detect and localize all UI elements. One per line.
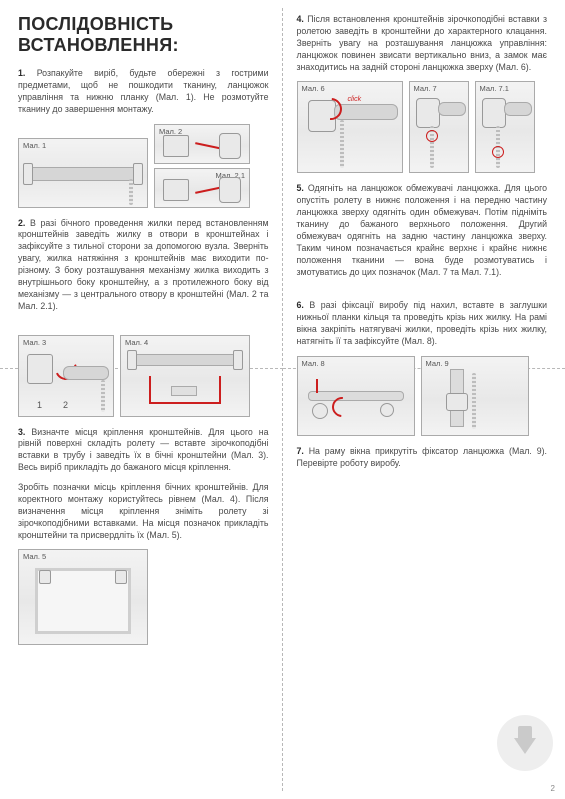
step-5-num: 5.	[297, 183, 304, 193]
figure-4: Мал. 4	[120, 335, 250, 417]
figrow-5: Мал. 8 Мал. 9	[297, 356, 548, 436]
step-2-num: 2.	[18, 218, 25, 228]
step-3: 3. Визначте місця кріплення кронштейнів.…	[18, 427, 269, 475]
figrow-1: Мал. 1 Мал. 2 Мал. 2.1	[18, 124, 269, 208]
page: ПОСЛІДОВНІСТЬ ВСТАНОВЛЕННЯ: 1. Розпакуйт…	[0, 0, 565, 799]
figure-7: Мал. 7	[409, 81, 469, 173]
figure-8-label: Мал. 8	[302, 359, 325, 368]
step-1-text: Розпакуйте виріб, будьте обережні з гост…	[18, 68, 269, 114]
figure-9: Мал. 9	[421, 356, 529, 436]
step-7-text: На раму вікна прикрутіть фіксатор ланцюж…	[297, 446, 548, 468]
figrow-3: Мал. 5	[18, 549, 269, 645]
step-4-num: 4.	[297, 14, 304, 24]
figure-1-label: Мал. 1	[23, 141, 46, 150]
page-number: 2	[551, 784, 555, 793]
figure-5-label: Мал. 5	[23, 552, 46, 561]
step-5: 5. Одягніть на ланцюжок обмежувачі ланцю…	[297, 183, 548, 278]
page-title: ПОСЛІДОВНІСТЬ ВСТАНОВЛЕННЯ:	[18, 14, 269, 56]
step-7: 7. На раму вікна прикрутіть фіксатор лан…	[297, 446, 548, 470]
step-3-text: Визначте місця кріплення кронштейнів. Дл…	[18, 427, 269, 473]
figrow-2: Мал. 3 1 2 Мал. 4	[18, 335, 269, 417]
figure-3-label: Мал. 3	[23, 338, 46, 347]
step-7-num: 7.	[297, 446, 304, 456]
figure-7-1: Мал. 7.1	[475, 81, 535, 173]
step-1-num: 1.	[18, 68, 25, 78]
figure-2: Мал. 2	[154, 124, 250, 164]
step-4-text: Після встановлення кронштейнів зірочкопо…	[297, 14, 548, 72]
figure-2-1: Мал. 2.1	[154, 168, 250, 208]
figure-6-label: Мал. 6	[302, 84, 325, 93]
step-3b: Зробіть позначки місць кріплення бічних …	[18, 482, 269, 541]
step-2-text: В разі бічного проведення жилки перед вс…	[18, 218, 269, 311]
step-6: 6. В разі фіксації виробу під нахил, вст…	[297, 300, 548, 348]
step-1: 1. Розпакуйте виріб, будьте обережні з г…	[18, 68, 269, 116]
right-column: 4. Після встановлення кронштейнів зірочк…	[283, 0, 565, 799]
figure-1: Мал. 1	[18, 138, 148, 208]
figure-8: Мал. 8	[297, 356, 415, 436]
click-label: click	[348, 96, 362, 103]
figure-7-label: Мал. 7	[414, 84, 437, 93]
watermark-icon	[497, 715, 553, 771]
figrow-4: Мал. 6 click Мал. 7 Мал. 7.1	[297, 81, 548, 173]
step-6-num: 6.	[297, 300, 304, 310]
left-column: ПОСЛІДОВНІСТЬ ВСТАНОВЛЕННЯ: 1. Розпакуйт…	[0, 0, 283, 799]
step-2: 2. В разі бічного проведення жилки перед…	[18, 218, 269, 313]
figure-9-label: Мал. 9	[426, 359, 449, 368]
figure-7-1-label: Мал. 7.1	[480, 84, 509, 93]
step-4: 4. Після встановлення кронштейнів зірочк…	[297, 14, 548, 73]
figure-4-label: Мал. 4	[125, 338, 148, 347]
step-5-text: Одягніть на ланцюжок обмежувачі ланцюжка…	[297, 183, 548, 276]
figure-5: Мал. 5	[18, 549, 148, 645]
figure-6: Мал. 6 click	[297, 81, 403, 173]
step-3-num: 3.	[18, 427, 25, 437]
step-6-text: В разі фіксації виробу під нахил, вставт…	[297, 300, 548, 346]
figure-3: Мал. 3 1 2	[18, 335, 114, 417]
